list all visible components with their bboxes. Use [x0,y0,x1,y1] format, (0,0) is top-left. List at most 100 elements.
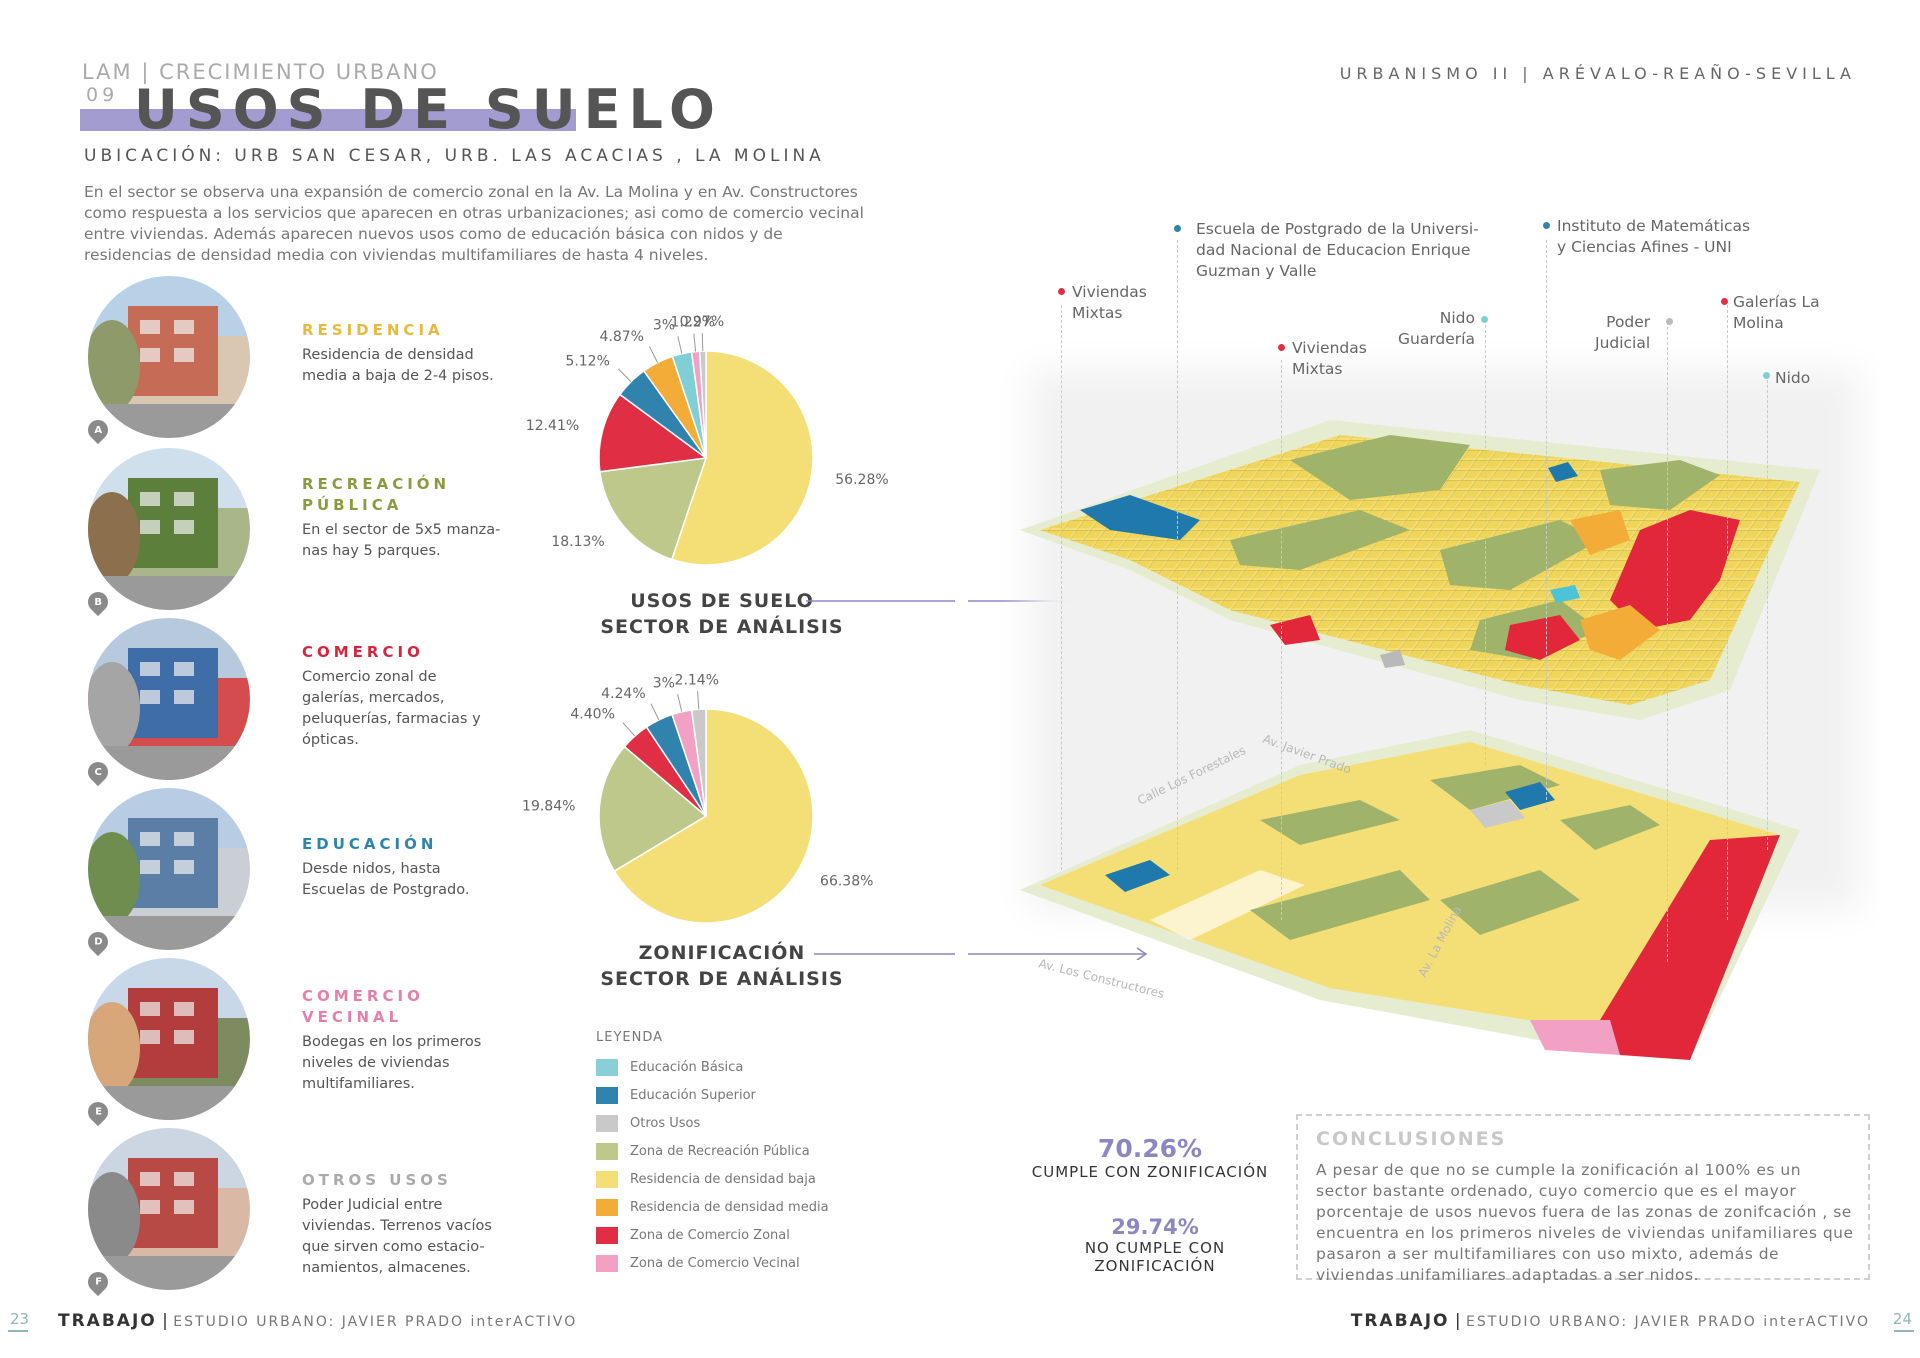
pin-letter: F [94,1276,102,1288]
dot-red-2 [1278,344,1285,351]
label-text: Galerías La [1733,293,1820,311]
pie-leader-line [617,368,632,383]
category-text: Escuelas de Postgrado. [302,882,470,898]
upper-park-2 [1230,510,1410,570]
callout-line-3 [1281,360,1282,920]
pie-slice-label: 66.38% [820,873,873,889]
dot-red-1 [1058,288,1065,295]
dot-cyan-2 [1763,372,1770,379]
callout-line-6 [1667,322,1668,962]
legend-item: Educación Básica [596,1053,829,1081]
category-photo [88,618,250,780]
photo-placeholder [88,276,250,438]
map-layer-usos [1020,420,1820,720]
footer-right-separator: | [1454,1311,1467,1331]
label-instituto-matematicas: Instituto de Matemáticas y Ciencias Afin… [1543,216,1750,258]
pie-slice-label: 2.14% [675,672,719,688]
category-text: peluquerías, farmacias y [302,711,481,727]
category-photo [88,276,250,438]
category-heading: OTROS USOS [302,1171,452,1189]
pie-chart-usos-de-suelo: 56.28% 18.13% 12.41% 5.12% 4.87% 3%1.22%0.97% [526,314,889,566]
legend-label: Zona de Recreación Pública [630,1143,810,1159]
photo-placeholder [88,448,250,610]
pie-leader-line [677,336,683,354]
pie-slice [598,393,708,473]
category-heading: RESIDENCIA [302,321,444,339]
map-pin-icon: E [83,1097,113,1127]
lower-park-1 [1260,800,1400,845]
label-text: Mixtas [1292,360,1343,378]
dot-cyan-1 [1481,316,1488,323]
stat-no-cumple: 29.74% NO CUMPLE CON ZONIFICACIÓN [1030,1215,1280,1275]
lower-park-4 [1440,870,1580,935]
conclusions-heading: CONCLUSIONES [1316,1128,1507,1150]
no-cumple-percentage: 29.74% [1111,1215,1199,1239]
pie-title-usos-line1: USOS DE SUELO [630,590,814,612]
category-text: nas hay 5 parques. [302,543,441,559]
category-text: Residencia de densidad [302,347,474,363]
label-viviendas-mixtas-1: Viviendas Mixtas [1058,282,1147,324]
lower-street-1 [1150,870,1305,940]
legend-item: Zona de Comercio Vecinal [596,1249,829,1277]
pie-title-zonif-line1: ZONIFICACIÓN [638,942,806,964]
no-cumple-label: NO CUMPLE CON ZONIFICACIÓN [1084,1239,1226,1275]
label-text: Molina [1733,314,1784,332]
map-pin-icon: B [83,587,113,617]
category-description: RESIDENCIA Residencia de densidad media a … [302,320,494,387]
pie-leader-line [697,691,700,710]
page-number-right-rule [1894,1330,1914,1332]
legend-label: Residencia de densidad media [630,1199,829,1215]
page-number-left: 23 [10,1310,30,1328]
pie-slice-label: 18.13% [551,534,604,550]
location-subtitle: UBICACIÓN: URB SAN CESAR, URB. LAS ACACI… [84,146,825,166]
category-text: namientos, almacenes. [302,1260,471,1276]
section-number: 09 [86,84,119,106]
lower-otros-usos [1470,800,1525,828]
pie-slice-label: 4.40% [570,707,614,723]
footer-left: TRABAJO | ESTUDIO URBANO: JAVIER PRADO i… [58,1311,577,1331]
lower-education-2 [1505,782,1555,810]
upper-education-1 [1080,495,1200,540]
legend-item: Otros Usos [596,1109,829,1137]
category-text: En el sector de 5x5 manza- [302,522,501,538]
category-description: COMERCIO Comercio zonal de galerías, merca… [302,642,481,751]
category-photo [88,1128,250,1290]
label-escuela-postgrado: Escuela de Postgrado de la Universi- dad… [1174,219,1479,282]
footer-left-subtitle: ESTUDIO URBANO: JAVIER PRADO interACTIVO [173,1314,578,1330]
upper-commerce-zonal [1610,510,1740,630]
callout-line-7 [1727,305,1728,920]
legend-item: Educación Superior [596,1081,829,1109]
lower-commerce-zonal [1600,835,1780,1060]
category-heading: RECREACIÓN [302,475,451,493]
legend-item: Zona de Recreación Pública [596,1137,829,1165]
label-nido-guarderia: Nido Guardería [1398,308,1488,350]
footer-right-bold: TRABAJO [1350,1311,1450,1331]
label-text: Viviendas [1072,283,1147,301]
course-header: URBANISMO II | ARÉVALO-REAÑO-SEVILLA [1339,64,1856,83]
legend-heading: LEYENDA [596,1030,664,1045]
street-los-constructores: Av. Los Constructores [1037,956,1166,1001]
category-heading: COMERCIO [302,987,424,1005]
conclusions-box: CONCLUSIONES A pesar de que no se cumple… [1296,1114,1870,1284]
legend-label: Educación Superior [630,1087,756,1103]
urban-map-illustration: Calle Los Forestales Av. Javier Prado Av… [1020,370,1860,1060]
legend-swatch [596,1114,618,1132]
category-description: OTROS USOS Poder Judicial entre viviendas.… [302,1170,492,1279]
dot-red-3 [1721,298,1728,305]
pie-leader-line [650,703,660,721]
label-text: Nido [1775,369,1811,387]
upper-park-3 [1440,520,1600,590]
category-text: Poder Judicial entre [302,1197,443,1213]
legend-label: Otros Usos [630,1115,701,1131]
category-photo [88,958,250,1120]
pie-slice-label: 1.22% [670,315,714,331]
dot-grey-1 [1666,318,1673,325]
callout-line-1 [1061,305,1062,870]
label-text: Mixtas [1072,304,1123,322]
pie-slice-label: 56.28% [835,472,888,488]
map-pin-icon: C [83,757,113,787]
legend-swatch [596,1198,618,1216]
pie-slice-label: 3% [653,676,675,692]
pie-slice-label: 4.24% [601,686,645,702]
label-viviendas-mixtas-2: Viviendas Mixtas [1278,338,1367,380]
